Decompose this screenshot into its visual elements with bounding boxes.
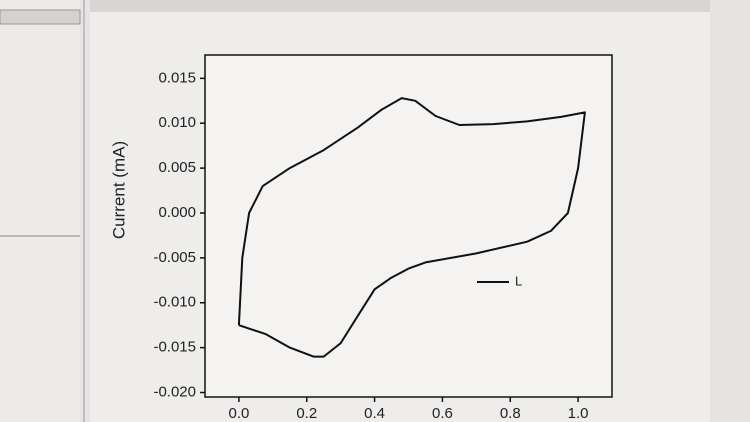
- plot: -0.020 -0.015 -0.010 -0.005 0.000 0.005 0.010 0…: [153, 54, 613, 422]
- y-tick-label: -0.015: [153, 339, 196, 356]
- y-tick-label: -0.005: [153, 249, 196, 266]
- y-axis-label: Current (mA): [109, 141, 128, 239]
- y-tick-label: 0.005: [158, 159, 196, 176]
- y-tick-label: -0.020: [153, 383, 196, 400]
- legend-label: L: [515, 273, 522, 288]
- panel-header: [0, 9, 81, 25]
- x-tick-label: 0.2: [296, 405, 317, 422]
- y-tick-label: -0.010: [153, 294, 196, 311]
- y-tick-label: 0.010: [158, 114, 196, 131]
- x-tick-label: 0.4: [364, 405, 385, 422]
- y-tick-label: 0.000: [158, 204, 196, 221]
- data-line: [237, 97, 586, 358]
- plot-frame: [204, 54, 613, 398]
- x-tick-label: 0.6: [432, 405, 453, 422]
- y-tick-label: 0.015: [158, 69, 196, 86]
- x-tick-label: 0.8: [500, 405, 521, 422]
- x-tick-label: 1.0: [568, 405, 589, 422]
- x-tick-label: 0.0: [228, 405, 249, 422]
- side-panel: [0, 0, 80, 422]
- window-bar: [90, 0, 710, 12]
